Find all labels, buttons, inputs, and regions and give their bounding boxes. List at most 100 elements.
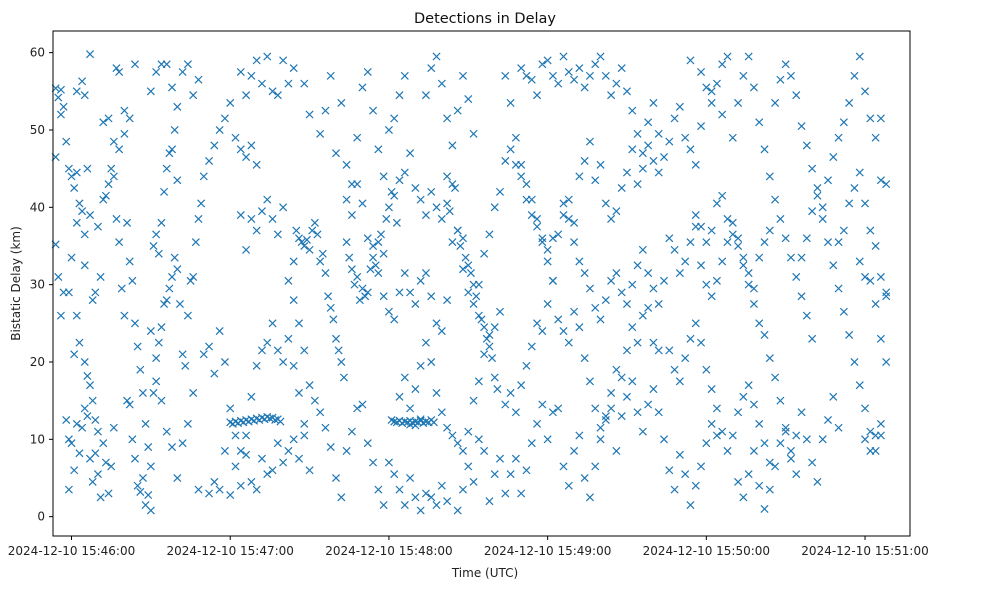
detection-point — [622, 87, 632, 96]
detection-point — [406, 420, 415, 429]
detection-point — [236, 446, 245, 455]
detection-point — [83, 371, 92, 380]
detection-point — [302, 235, 311, 244]
detection-point — [242, 153, 251, 162]
detection-point — [421, 211, 430, 220]
detection-point — [718, 60, 727, 69]
detection-point — [712, 276, 721, 285]
detection-point — [607, 276, 616, 285]
detection-point — [665, 466, 674, 475]
detection-point — [792, 272, 801, 281]
detection-point — [86, 50, 95, 59]
detection-point — [638, 427, 647, 436]
detection-point — [776, 396, 785, 405]
detection-point — [54, 93, 63, 102]
detection-point — [517, 172, 526, 181]
detection-point — [162, 296, 171, 305]
detection-point — [443, 199, 452, 208]
detection-point — [744, 381, 753, 390]
detection-point — [575, 64, 584, 73]
detection-point — [294, 319, 304, 328]
detection-point — [464, 462, 473, 471]
detection-point — [686, 56, 695, 65]
detection-point — [538, 60, 547, 69]
detection-point — [144, 490, 153, 500]
detection-point — [543, 257, 552, 266]
detection-point — [580, 269, 589, 278]
detection-point — [358, 199, 367, 208]
detection-point — [416, 195, 425, 204]
detection-point — [120, 129, 129, 138]
detection-point — [527, 439, 536, 448]
detection-point — [257, 207, 266, 216]
detection-point — [101, 191, 110, 200]
detection-point — [744, 280, 753, 289]
detection-point — [797, 292, 806, 301]
detection-point — [379, 172, 388, 181]
detection-point — [358, 83, 367, 92]
detection-point — [628, 145, 637, 154]
detection-point — [749, 284, 758, 293]
detection-point — [882, 180, 891, 189]
detection-point — [358, 284, 367, 293]
detection-point — [522, 71, 531, 80]
detection-point — [707, 98, 716, 107]
detection-point — [263, 195, 272, 204]
detection-point — [194, 75, 203, 84]
detection-point — [437, 481, 446, 490]
detection-point — [633, 180, 642, 189]
detection-point — [138, 473, 147, 483]
detection-point — [215, 485, 224, 494]
detection-point — [485, 342, 494, 351]
detection-point — [395, 288, 404, 297]
detection-point — [702, 439, 711, 448]
detection-point — [564, 67, 573, 77]
detection-point — [369, 106, 378, 115]
detection-point — [294, 388, 304, 397]
detection-point — [702, 280, 711, 289]
detection-point — [734, 477, 743, 486]
detection-point — [432, 52, 441, 61]
detection-point — [91, 415, 100, 425]
detection-point — [141, 419, 150, 428]
detection-point — [686, 145, 695, 154]
detection-point — [363, 234, 372, 243]
detection-point — [501, 156, 510, 165]
detection-point — [337, 493, 346, 502]
detection-point — [358, 400, 367, 409]
detection-point — [83, 164, 92, 173]
detection-point — [850, 357, 859, 367]
detection-point — [543, 299, 552, 309]
detection-point — [226, 404, 235, 413]
detection-point — [297, 238, 306, 247]
detection-point — [265, 414, 274, 423]
detection-point — [506, 145, 515, 154]
y-tick-label: 60 — [30, 46, 45, 60]
detection-point — [353, 180, 362, 189]
detection-point — [654, 408, 663, 417]
detection-point — [326, 443, 335, 452]
detection-point — [437, 327, 446, 336]
detection-point — [617, 183, 626, 193]
detection-point — [88, 396, 97, 405]
detection-point — [363, 67, 372, 77]
detection-point — [622, 346, 632, 355]
detection-point — [718, 427, 727, 436]
detection-point — [342, 238, 351, 247]
detection-point — [133, 481, 142, 490]
detection-point — [427, 187, 436, 196]
detection-point — [75, 199, 84, 208]
detection-point — [56, 311, 65, 320]
detection-point — [109, 172, 118, 181]
detection-point — [318, 249, 327, 258]
detection-point — [91, 449, 100, 458]
detection-point — [644, 118, 653, 127]
detection-point — [570, 307, 579, 316]
detection-point — [522, 180, 531, 189]
detection-point — [482, 334, 491, 343]
markers-layer — [51, 50, 891, 515]
detection-point — [866, 446, 875, 455]
detection-point — [681, 133, 690, 142]
detection-point — [112, 214, 121, 223]
detection-point — [559, 211, 568, 220]
